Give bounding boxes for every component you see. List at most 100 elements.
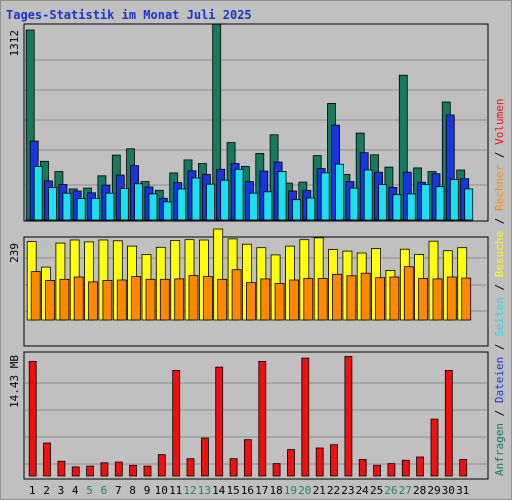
- bar-rechner-day-10: [159, 278, 170, 321]
- bar-seiten-day-16: [248, 192, 258, 221]
- day-label-5: 5: [86, 484, 93, 497]
- bar-volumen-day-26: [387, 463, 396, 477]
- bar-rechner-day-1: [30, 271, 41, 321]
- day-label-26: 26: [384, 484, 397, 497]
- bar-rechner-day-18: [274, 282, 285, 321]
- legend-item-rechner: Rechner: [493, 164, 506, 211]
- bar-rechner-day-20: [303, 278, 314, 321]
- bar-seiten-day-28: [421, 184, 431, 221]
- bar-seiten-day-21: [320, 172, 330, 221]
- bar-volumen-day-13: [200, 437, 209, 477]
- legend-separator: /: [493, 277, 506, 297]
- day-label-8: 8: [129, 484, 136, 497]
- bar-rechner-day-5: [88, 281, 98, 321]
- day-label-15: 15: [226, 484, 239, 497]
- legend-separator: /: [493, 211, 506, 231]
- day-label-31: 31: [456, 484, 469, 497]
- legend-separator: /: [493, 337, 506, 357]
- bar-seiten-day-26: [392, 194, 402, 221]
- bar-volumen-day-5: [86, 465, 94, 477]
- day-label-12: 12: [183, 484, 196, 497]
- day-label-13: 13: [198, 484, 211, 497]
- bar-volumen-day-21: [315, 447, 324, 477]
- bar-seiten-day-10: [162, 201, 172, 221]
- bar-seiten-day-24: [363, 169, 373, 221]
- bar-seiten-day-13: [205, 183, 215, 221]
- bar-volumen-day-7: [114, 461, 123, 477]
- bar-rechner-day-6: [102, 279, 113, 321]
- bar-rechner-day-28: [418, 278, 429, 321]
- day-label-3: 3: [58, 484, 65, 497]
- day-label-18: 18: [269, 484, 282, 497]
- bar-volumen-day-24: [358, 459, 367, 477]
- bar-volumen-day-31: [459, 459, 468, 477]
- y-max-label-volumen: 14.43 MB: [8, 355, 21, 408]
- bars-layer: [25, 23, 474, 477]
- bar-seiten-day-3: [62, 192, 72, 221]
- bar-seiten-day-5: [91, 197, 100, 221]
- legend-separator: /: [493, 145, 506, 165]
- day-label-10: 10: [155, 484, 168, 497]
- bar-seiten-day-4: [76, 198, 86, 221]
- day-label-17: 17: [255, 484, 268, 497]
- bar-rechner-day-16: [245, 282, 256, 321]
- bar-volumen-day-27: [401, 459, 410, 477]
- y-max-label-anfragen: 1312: [8, 30, 21, 57]
- day-label-14: 14: [212, 484, 226, 497]
- legend-item-besuche: Besuche: [493, 231, 506, 277]
- day-label-19: 19: [284, 484, 297, 497]
- legend-item-dateien: Dateien: [493, 357, 506, 403]
- day-label-25: 25: [370, 484, 383, 497]
- chart-title: Tages-Statistik im Monat Juli 2025: [6, 8, 252, 22]
- bar-volumen-day-14: [215, 366, 224, 477]
- day-labels: 1 2 3 4 5 6 7 8 9 10 11 12 13 14 15 16 17 18 19 20 21 22 23 24 2…: [29, 484, 469, 497]
- day-label-20: 20: [298, 484, 311, 497]
- bar-seiten-day-29: [435, 186, 445, 221]
- bar-rechner-day-8: [131, 276, 142, 321]
- day-label-24: 24: [356, 484, 370, 497]
- bar-rechner-day-12: [188, 275, 199, 321]
- bar-seiten-day-31: [464, 188, 474, 221]
- day-label-9: 9: [144, 484, 151, 497]
- day-label-6: 6: [101, 484, 108, 497]
- bar-rechner-day-31: [461, 277, 472, 321]
- day-label-4: 4: [72, 484, 79, 497]
- bar-rechner-day-11: [174, 278, 185, 321]
- bar-volumen-day-12: [186, 458, 195, 477]
- bar-rechner-day-17: [260, 278, 271, 321]
- bar-rechner-day-30: [446, 276, 457, 321]
- bar-volumen-day-23: [344, 355, 353, 477]
- bar-rechner-day-14: [217, 278, 228, 321]
- bar-volumen-day-15: [229, 458, 238, 477]
- bar-volumen-day-29: [430, 418, 439, 477]
- bar-seiten-day-25: [378, 184, 388, 221]
- bar-volumen-day-28: [416, 456, 425, 477]
- bar-volumen-day-16: [243, 439, 252, 477]
- day-label-2: 2: [43, 484, 50, 497]
- day-label-28: 28: [413, 484, 426, 497]
- bar-seiten-day-19: [292, 199, 301, 221]
- bar-rechner-day-22: [332, 273, 342, 321]
- bar-seiten-day-22: [335, 163, 344, 221]
- day-label-29: 29: [427, 484, 440, 497]
- bar-volumen-day-25: [373, 464, 382, 477]
- bar-rechner-day-3: [59, 278, 70, 321]
- bar-seiten-day-6: [105, 192, 115, 221]
- bar-rechner-day-19: [289, 279, 299, 321]
- bar-volumen-day-11: [172, 369, 181, 477]
- day-label-7: 7: [115, 484, 122, 497]
- bar-seiten-day-11: [177, 188, 187, 221]
- legend-separator: /: [493, 403, 506, 423]
- panel-frame-volumen: [23, 351, 489, 480]
- day-label-27: 27: [399, 484, 412, 497]
- bar-seiten-day-14: [220, 179, 230, 221]
- bar-volumen-day-4: [71, 466, 80, 477]
- day-label-1: 1: [29, 484, 36, 497]
- bar-seiten-day-20: [306, 197, 316, 221]
- bar-seiten-day-30: [449, 179, 459, 221]
- day-label-23: 23: [341, 484, 354, 497]
- day-label-21: 21: [313, 484, 326, 497]
- bar-rechner-day-13: [202, 276, 213, 321]
- bar-volumen-day-6: [100, 462, 109, 477]
